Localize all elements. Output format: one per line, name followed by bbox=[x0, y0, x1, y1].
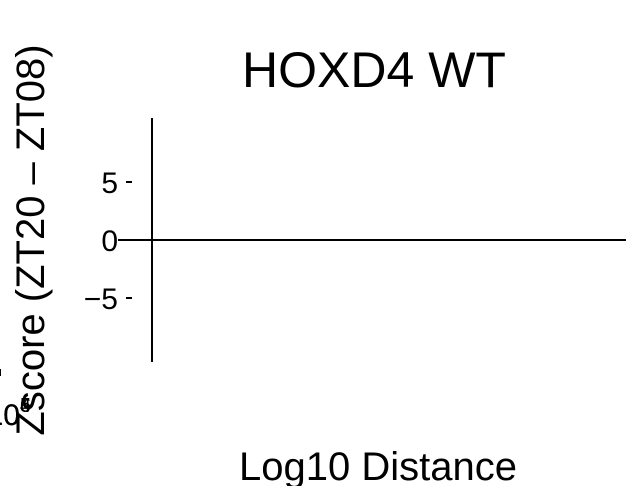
y-tick-label: 0 bbox=[101, 225, 118, 258]
y-tick-label: 5 bbox=[101, 167, 118, 200]
x-tick-label-exponent: 5 bbox=[20, 395, 31, 417]
y-axis-label: Zscore (ZT20 – ZT08) bbox=[9, 44, 53, 435]
x-tick-label: −104 bbox=[0, 395, 31, 432]
x-axis-label: Log10 Distance bbox=[239, 445, 517, 486]
y-ticks: 5 0 −5 bbox=[84, 167, 132, 316]
x-tick-label-exponent: 6 bbox=[20, 395, 31, 417]
x-tick-label-base: −10 bbox=[0, 399, 20, 432]
chart-title: HOXD4 WT bbox=[242, 42, 506, 98]
x-tick-label-base: −10 bbox=[0, 399, 20, 432]
x-ticks: −106−105−104 bbox=[0, 369, 31, 432]
x-tick-label: −106 bbox=[0, 395, 31, 432]
x-tick-label: −105 bbox=[0, 395, 31, 432]
y-tick-label: −5 bbox=[84, 283, 118, 316]
x-tick-label-exponent: 4 bbox=[20, 395, 31, 417]
x-tick-label-base: −10 bbox=[0, 399, 20, 432]
